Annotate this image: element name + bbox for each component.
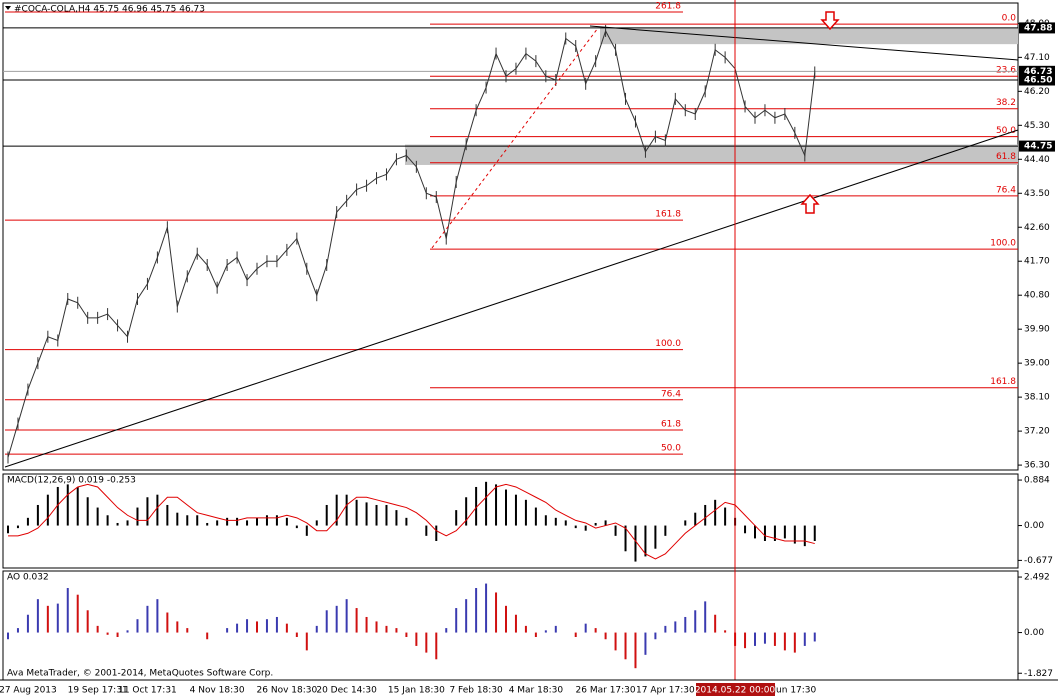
y-tick-label: 2.492 — [1024, 573, 1050, 583]
signal-line — [8, 483, 815, 560]
y-tick-label: 0.00 — [1024, 628, 1044, 638]
fibo-label: 61.8 — [661, 419, 681, 429]
y-tick-label: 41.70 — [1024, 257, 1050, 267]
fibo-base-line — [431, 27, 599, 249]
arrow-up — [800, 193, 820, 214]
zone — [600, 28, 1018, 45]
price-level-label: 46.50 — [1024, 76, 1052, 86]
x-tick-label: 26 Nov 18:30 — [257, 686, 318, 696]
fibo-label: 50.0 — [996, 126, 1016, 136]
price-level-label: 44.75 — [1024, 142, 1052, 152]
arrow-down — [820, 11, 840, 31]
y-tick-label: 36.30 — [1024, 461, 1050, 471]
panel-title: #COCA-COLA,H4 45.75 46.96 45.75 46.73 — [14, 5, 205, 15]
y-tick-label: 38.10 — [1024, 393, 1050, 403]
fibo-label: 38.2 — [996, 98, 1016, 108]
y-tick-label: -0.677 — [1024, 556, 1053, 566]
x-tick-label: 7 Feb 18:30 — [449, 686, 503, 696]
price-line — [7, 29, 816, 458]
fibo-label: 161.8 — [655, 210, 681, 220]
y-tick-label: 47.10 — [1024, 53, 1050, 63]
price-level-box — [1019, 74, 1055, 86]
trend-line — [4, 129, 1019, 468]
price-level-label: 47.88 — [1024, 23, 1052, 33]
overlay — [0, 0, 1058, 681]
fibo-label: 261.8 — [655, 2, 681, 12]
menu-triangle[interactable] — [5, 6, 11, 10]
y-tick-label: 0.00 — [1024, 521, 1044, 531]
y-tick-label: 39.90 — [1024, 325, 1050, 335]
panel-frame — [2, 473, 1019, 569]
fibo-label: 23.6 — [996, 66, 1016, 76]
price-level-box — [1019, 140, 1055, 152]
fibo-label: 0.0 — [1002, 14, 1017, 24]
x-tick-label: 20 Dec 14:30 — [316, 686, 377, 696]
footer: Ava MetaTrader, © 2001-2014, MetaQuotes … — [7, 669, 273, 679]
x-tick-label: 27 Aug 2013 — [0, 686, 57, 696]
fibo-label: 61.8 — [996, 152, 1016, 162]
fibo-label: 161.8 — [990, 377, 1016, 387]
trend-line — [589, 25, 1019, 61]
crosshair-box — [696, 683, 775, 696]
y-tick-label: -1.827 — [1024, 669, 1053, 679]
x-tick-label: 17 Apr 17:30 — [636, 686, 695, 696]
x-tick-label: 4 Mar 18:30 — [509, 686, 564, 696]
y-tick-label: 46.20 — [1024, 87, 1050, 97]
panel-title: MACD(12,26,9) 0.019 -0.253 — [7, 476, 136, 486]
y-tick-label: 37.20 — [1024, 427, 1050, 437]
fibo-label: 76.4 — [661, 389, 681, 399]
x-tick-label: 11 Oct 17:31 — [118, 686, 177, 696]
price-level-box — [1019, 65, 1055, 77]
panel-frame — [2, 2, 1019, 471]
x-tick-label: Jun 17:30 — [772, 686, 816, 696]
fibo-label: 100.0 — [990, 239, 1016, 249]
x-tick-label: 4 Nov 18:30 — [190, 686, 245, 696]
y-tick-label: 0.884 — [1024, 476, 1050, 486]
y-tick-label: 43.50 — [1024, 189, 1050, 199]
crosshair-label: 2014.05.22 00:00 — [695, 686, 776, 696]
x-tick-label: 15 Jan 18:30 — [388, 686, 445, 696]
y-tick-label: 42.60 — [1024, 223, 1050, 233]
price-level-box — [1019, 22, 1055, 34]
x-tick-label: 26 Mar 17:30 — [576, 686, 636, 696]
x-tick-label: 19 Sep 17:31 — [68, 686, 128, 696]
zone — [405, 144, 1018, 165]
fibo-label: 100.0 — [655, 339, 681, 349]
price-level-label: 46.73 — [1024, 67, 1052, 77]
y-tick-label: 44.40 — [1024, 155, 1050, 165]
y-tick-label: 39.00 — [1024, 359, 1050, 369]
y-tick-label: 40.80 — [1024, 291, 1050, 301]
fibo-label: 76.4 — [996, 185, 1016, 195]
fibo-label: 50.0 — [661, 444, 681, 454]
panel-title: AO 0.032 — [7, 573, 49, 583]
y-tick-label: 45.30 — [1024, 121, 1050, 131]
